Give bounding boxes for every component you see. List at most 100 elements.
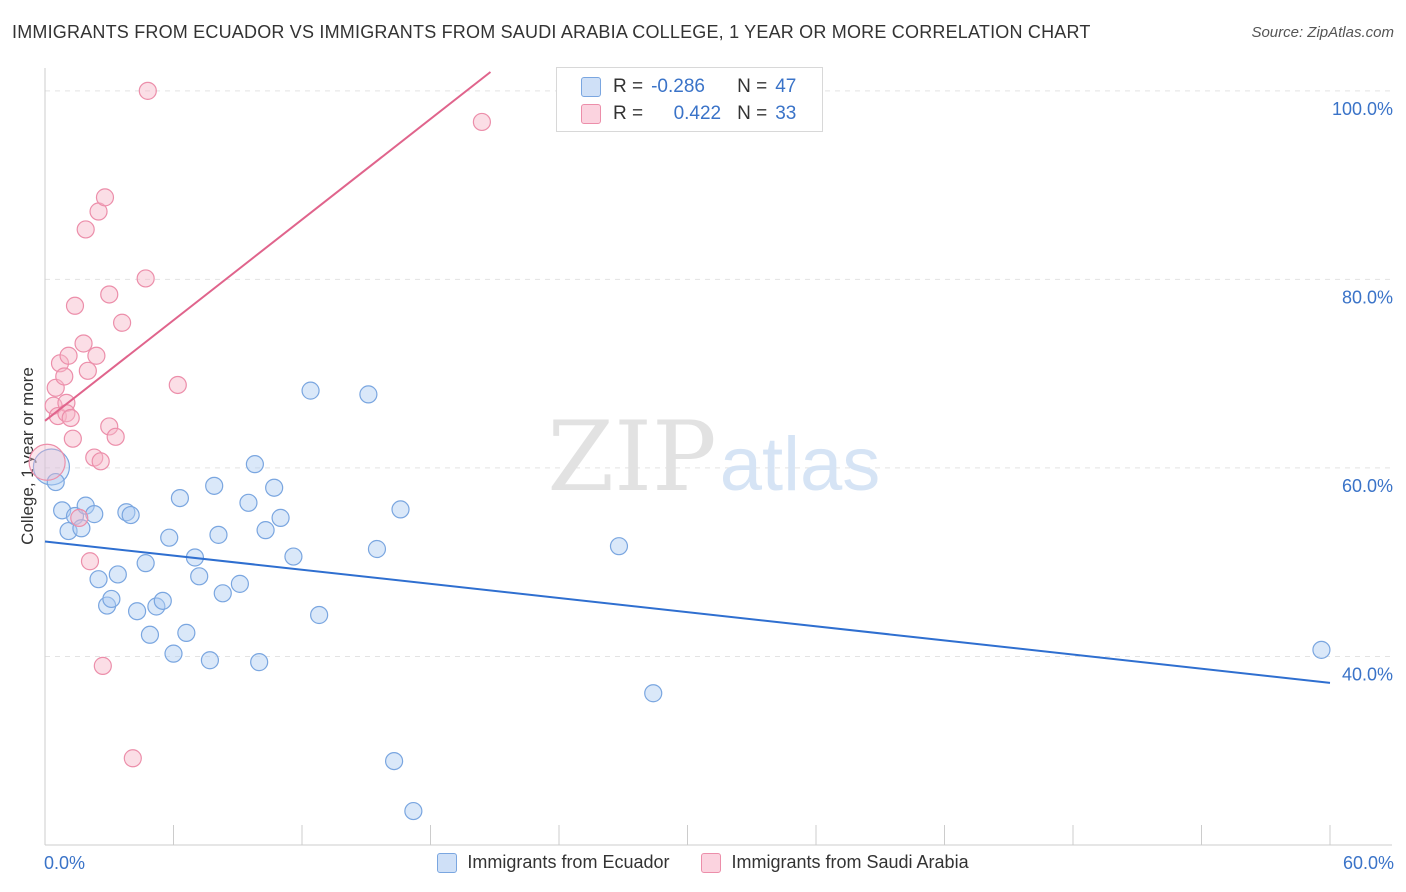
ecuador-point xyxy=(153,591,172,610)
watermark: ZIP atlas xyxy=(547,401,880,513)
ecuador-point xyxy=(205,476,224,495)
saudi-point xyxy=(80,552,100,571)
legend-n-value: 33 xyxy=(775,103,797,124)
saudi-point xyxy=(123,749,142,768)
ecuador-point xyxy=(164,644,183,663)
saudi-point xyxy=(138,81,157,100)
ecuador-point xyxy=(136,554,155,573)
ecuador-point xyxy=(1312,640,1331,659)
y-tick-label: 80.0% xyxy=(1342,287,1393,307)
series-label-ecuador: Immigrants from Ecuador xyxy=(467,852,670,872)
saudi-point xyxy=(63,429,82,448)
ecuador-point xyxy=(200,651,220,670)
legend-r-label: R = xyxy=(613,103,644,124)
watermark-zip: ZIP xyxy=(547,401,716,513)
ecuador-point xyxy=(301,381,320,400)
series-legend: Immigrants from Ecuador Immigrants from … xyxy=(0,852,1406,873)
points xyxy=(28,81,1331,821)
axes xyxy=(44,68,1392,846)
saudi-point xyxy=(100,417,119,436)
ecuador-point xyxy=(265,478,284,497)
legend-r-value: 0.422 xyxy=(673,103,722,124)
ecuador-point xyxy=(310,605,329,625)
source-label: Source: ZipAtlas.com xyxy=(1251,24,1394,41)
stats-legend: R = -0.286 N = 47 R = 0.422 N = 33 xyxy=(556,67,823,132)
ecuador-point xyxy=(190,567,209,586)
ecuador-point xyxy=(271,508,290,527)
saudi-point xyxy=(74,334,93,353)
ecuador-point xyxy=(127,602,147,621)
saudi-point xyxy=(28,443,66,481)
legend-swatch-ecuador xyxy=(581,77,601,97)
y-tick-labels: 40.0% 60.0% 80.0% 100.0% xyxy=(1332,99,1393,685)
saudi-point xyxy=(59,346,78,365)
legend-n-value: 47 xyxy=(775,76,797,97)
ecuador-point xyxy=(89,570,108,589)
legend-row-ecuador: R = -0.286 N = 47 xyxy=(581,74,796,100)
saudi-point xyxy=(87,346,106,365)
ecuador-point xyxy=(359,385,378,404)
y-tick-label: 100.0% xyxy=(1332,99,1393,119)
saudi-point xyxy=(168,375,187,395)
ecuador-point xyxy=(108,565,127,584)
ecuador-point xyxy=(609,537,629,556)
ecuador-point xyxy=(85,505,104,524)
saudi-point xyxy=(472,112,491,132)
saudi-point xyxy=(78,361,97,380)
chart-title: IMMIGRANTS FROM ECUADOR VS IMMIGRANTS FR… xyxy=(12,22,1091,42)
ecuador-point xyxy=(256,521,275,540)
saudi-point xyxy=(70,508,89,527)
legend-row-saudi: R = 0.422 N = 33 xyxy=(581,101,796,127)
saudi-point xyxy=(136,269,155,288)
x-tick-label-min: 0.0% xyxy=(44,853,86,873)
series-swatch-ecuador xyxy=(437,852,458,873)
ecuador-point xyxy=(170,488,190,508)
trend-lines xyxy=(44,71,1331,684)
series-swatch-saudi xyxy=(701,852,722,873)
ecuador-point xyxy=(160,528,179,547)
legend-n-label: N = xyxy=(737,103,768,124)
saudi-trend-line xyxy=(44,71,492,422)
ecuador-point xyxy=(209,525,228,544)
saudi-point xyxy=(91,452,110,471)
ecuador-point xyxy=(213,584,232,603)
ecuador-point xyxy=(245,455,264,474)
ecuador-point xyxy=(284,547,303,566)
ecuador-point xyxy=(140,625,160,644)
series-legend-ecuador: Immigrants from Ecuador xyxy=(437,852,669,873)
ecuador-point xyxy=(404,801,423,821)
ecuador-point xyxy=(239,493,258,512)
x-tick-label-max: 60.0% xyxy=(1342,853,1394,873)
ecuador-trend-line xyxy=(44,540,1331,684)
saudi-point xyxy=(76,220,95,239)
ecuador-point xyxy=(121,505,140,525)
ecuador-point xyxy=(177,623,196,642)
series-label-saudi: Immigrants from Saudi Arabia xyxy=(731,852,969,872)
ecuador-point xyxy=(46,472,65,492)
saudi-point xyxy=(55,367,74,386)
ecuador-point xyxy=(391,500,410,519)
saudi-point xyxy=(100,285,119,304)
legend-r-label: R = xyxy=(613,76,644,97)
legend-swatch-saudi xyxy=(581,104,601,124)
saudi-point xyxy=(93,656,112,675)
y-tick-label: 60.0% xyxy=(1342,476,1393,496)
legend-n-label: N = xyxy=(737,76,768,97)
ecuador-point xyxy=(367,539,387,559)
saudi-point xyxy=(61,408,80,428)
ecuador-point xyxy=(102,589,121,609)
saudi-point xyxy=(112,313,132,332)
ecuador-point xyxy=(230,574,249,593)
series-legend-saudi: Immigrants from Saudi Arabia xyxy=(701,852,969,873)
ecuador-point xyxy=(32,448,71,486)
legend-r-value: -0.286 xyxy=(651,76,705,97)
grid xyxy=(45,90,1392,657)
saudi-point xyxy=(106,427,125,446)
watermark-atlas: atlas xyxy=(720,422,881,507)
ecuador-point xyxy=(384,752,404,771)
saudi-point xyxy=(95,188,115,207)
saudi-point xyxy=(65,296,85,315)
ecuador-point xyxy=(644,684,663,703)
y-tick-label: 40.0% xyxy=(1342,664,1393,684)
